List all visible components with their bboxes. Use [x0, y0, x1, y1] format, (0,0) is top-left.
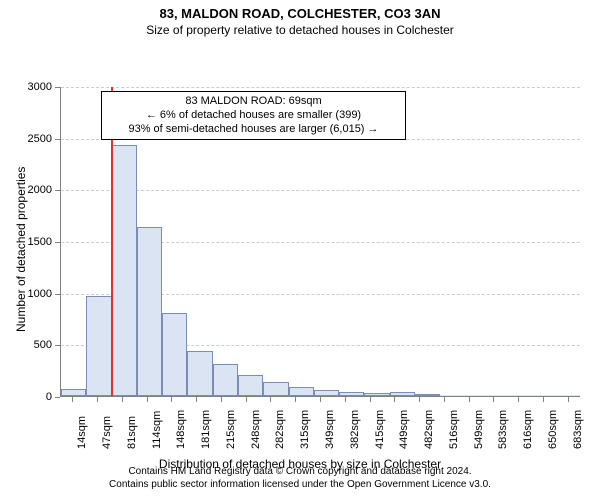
x-ticks: 14sqm47sqm81sqm114sqm148sqm181sqm215sqm2…: [60, 397, 580, 449]
histogram-bar: [510, 395, 533, 396]
annotation-line: 83 MALDON ROAD: 69sqm: [110, 95, 397, 109]
x-tick-mark: [270, 397, 271, 402]
x-tick-mark: [518, 397, 519, 402]
y-ticks: 050010001500200025003000: [0, 87, 60, 397]
chart-container: 83, MALDON ROAD, COLCHESTER, CO3 3AN Siz…: [0, 0, 600, 500]
y-tick-label: 3000: [28, 81, 52, 93]
histogram-bar: [487, 395, 510, 396]
histogram-bar: [415, 394, 440, 396]
histogram-bar: [289, 387, 314, 396]
histogram-bar: [557, 395, 580, 396]
x-tick-mark: [320, 397, 321, 402]
x-tick-mark: [97, 397, 98, 402]
x-tick-mark: [171, 397, 172, 402]
annotation-line: ← 6% of detached houses are smaller (399…: [110, 109, 397, 123]
y-tick-label: 1500: [28, 236, 52, 248]
histogram-bar: [187, 351, 212, 396]
histogram-bar: [390, 392, 415, 396]
histogram-bar: [339, 392, 364, 396]
footer: Contains HM Land Registry data © Crown c…: [0, 466, 600, 491]
histogram-bar: [137, 227, 162, 396]
y-tick-label: 0: [46, 391, 52, 403]
y-tick-label: 2500: [28, 133, 52, 145]
annotation-box: 83 MALDON ROAD: 69sqm← 6% of detached ho…: [101, 91, 406, 140]
chart-subtitle: Size of property relative to detached ho…: [0, 23, 600, 37]
x-tick-mark: [295, 397, 296, 402]
x-tick-mark: [246, 397, 247, 402]
histogram-bar: [314, 390, 339, 396]
x-tick-mark: [444, 397, 445, 402]
footer-line-1: Contains HM Land Registry data © Crown c…: [0, 466, 600, 479]
histogram-bar: [238, 375, 263, 396]
x-tick-mark: [221, 397, 222, 402]
histogram-bar: [213, 364, 238, 396]
x-tick-mark: [147, 397, 148, 402]
histogram-bar: [112, 145, 137, 396]
histogram-bar: [533, 395, 556, 396]
x-tick-mark: [419, 397, 420, 402]
annotation-line: 93% of semi-detached houses are larger (…: [110, 123, 397, 137]
histogram-bar: [464, 395, 487, 396]
histogram-bar: [86, 296, 111, 396]
x-tick-mark: [469, 397, 470, 402]
histogram-bar: [263, 382, 288, 396]
histogram-bar: [440, 395, 463, 396]
x-tick-mark: [122, 397, 123, 402]
x-tick-mark: [394, 397, 395, 402]
x-tick-mark: [493, 397, 494, 402]
y-tick-label: 500: [34, 339, 52, 351]
x-tick-mark: [568, 397, 569, 402]
y-tick-label: 2000: [28, 184, 52, 196]
footer-line-2: Contains public sector information licen…: [0, 479, 600, 492]
x-tick-mark: [370, 397, 371, 402]
x-tick-mark: [72, 397, 73, 402]
plot-area: 83 MALDON ROAD: 69sqm← 6% of detached ho…: [60, 87, 580, 397]
histogram-bar: [61, 389, 86, 396]
y-tick-label: 1000: [28, 288, 52, 300]
histogram-bar: [364, 393, 389, 396]
x-tick-mark: [543, 397, 544, 402]
histogram-bar: [162, 313, 187, 396]
x-tick-mark: [196, 397, 197, 402]
chart-title: 83, MALDON ROAD, COLCHESTER, CO3 3AN: [0, 0, 600, 21]
x-tick-mark: [345, 397, 346, 402]
